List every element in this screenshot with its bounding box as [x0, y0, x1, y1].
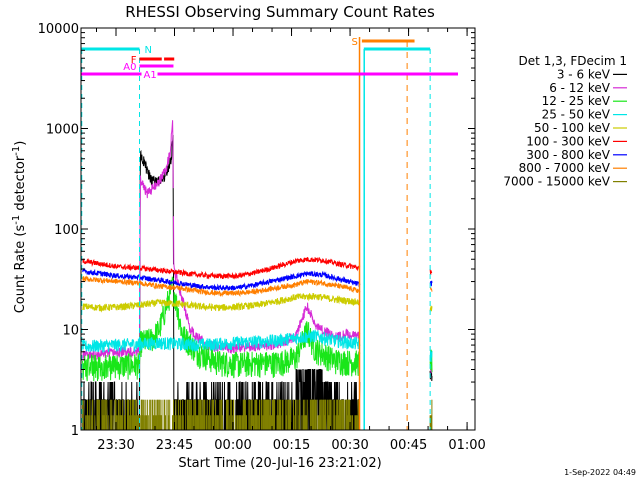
x-tick-label: 23:45: [156, 438, 193, 453]
x-axis-label: Start Time (20-Jul-16 23:21:02): [178, 456, 381, 471]
x-tick-label: 23:30: [97, 438, 134, 453]
series-path-segment: [173, 256, 361, 280]
series-path-segment: [139, 120, 174, 356]
y-axis-label-sup1: -1: [11, 215, 22, 225]
series-path-segment: [82, 275, 140, 287]
series-path-segment: [139, 275, 174, 286]
series-path-segment: [173, 292, 361, 312]
legend-label: 50 - 100 keV: [534, 121, 611, 135]
x-tick-label: 00:00: [214, 438, 251, 453]
y-axis-label-part3: ): [13, 141, 28, 146]
y-tick-label: 100: [54, 223, 79, 238]
chart-title: RHESSI Observing Summary Count Rates: [125, 3, 435, 21]
series-path-segment: [139, 337, 174, 351]
series-100-300-keV-line: [82, 256, 433, 280]
attenuator-a1-label-bg: [141, 69, 158, 79]
legend-label: 6 - 12 keV: [549, 81, 611, 95]
series-path-segment: [173, 292, 361, 379]
series-path-segment: [82, 353, 140, 382]
legend-label: 800 - 7000 keV: [519, 161, 611, 175]
series-path-segment: [82, 301, 140, 313]
saa-label: S: [352, 37, 358, 48]
legend-label: 3 - 6 keV: [557, 67, 611, 81]
y-axis-label-part1: Count Rate (s: [13, 225, 28, 314]
series-path-segment: [82, 267, 140, 282]
series-path-segment: [82, 338, 140, 353]
legend-label: 25 - 50 keV: [542, 108, 611, 122]
x-tick-label: 00:45: [390, 438, 427, 453]
series-50-100-keV-line: [82, 292, 433, 313]
attenuator-a0-label: A0: [123, 62, 136, 73]
series-path-segment: [139, 264, 174, 275]
series-7000-15000-keV-line: [82, 399, 433, 430]
series-path-segment: [139, 280, 174, 291]
series-12-25-keV-line: [82, 276, 433, 382]
y-axis-label-part2: detector: [13, 155, 28, 215]
series-path-segment: [82, 258, 140, 272]
x-tick-label: 01:00: [448, 438, 485, 453]
series-path-segment: [139, 134, 174, 431]
plot-axes-layer: 1 10 100 1000 10000 23:30 23:45 00:00 00:15 00:30…: [38, 22, 486, 453]
y-tick-label: 1000: [46, 123, 79, 138]
plot-data-layer: [82, 120, 433, 431]
y-axis-label-sup2: -1: [11, 146, 22, 156]
y-tick-label: 10000: [38, 22, 79, 37]
y-axis-label: Count Rate (s-1 detector-1): [11, 141, 28, 314]
legend-label: 12 - 25 keV: [542, 94, 611, 108]
series-path-segment: [173, 329, 361, 352]
series-path-segment: [429, 268, 433, 276]
legend-title: Det 1,3, FDecim 1: [519, 54, 627, 68]
attenuator-a1-label: A1: [144, 70, 157, 81]
series-path-segment: [139, 276, 174, 366]
legend-label: 7000 - 15000 keV: [503, 175, 610, 189]
series-path-segment: [173, 270, 361, 291]
series-path-segment: [139, 298, 174, 308]
y-tick-label: 1: [71, 424, 79, 439]
legend-label: 100 - 300 keV: [526, 134, 610, 148]
legend-label: 300 - 800 keV: [526, 148, 610, 162]
night-label: N: [145, 45, 152, 56]
date-stamp: 1-Sep-2022 04:49: [564, 468, 636, 477]
y-tick-label: 10: [62, 324, 79, 339]
series-path-segment: [173, 278, 361, 297]
series-path-segment: [429, 286, 433, 292]
x-tick-label: 00:15: [273, 438, 310, 453]
series-800-7000-keV-line: [82, 275, 433, 297]
series-path-segment: [429, 305, 433, 312]
x-tick-label: 00:30: [331, 438, 368, 453]
flare-label: F: [131, 55, 137, 66]
